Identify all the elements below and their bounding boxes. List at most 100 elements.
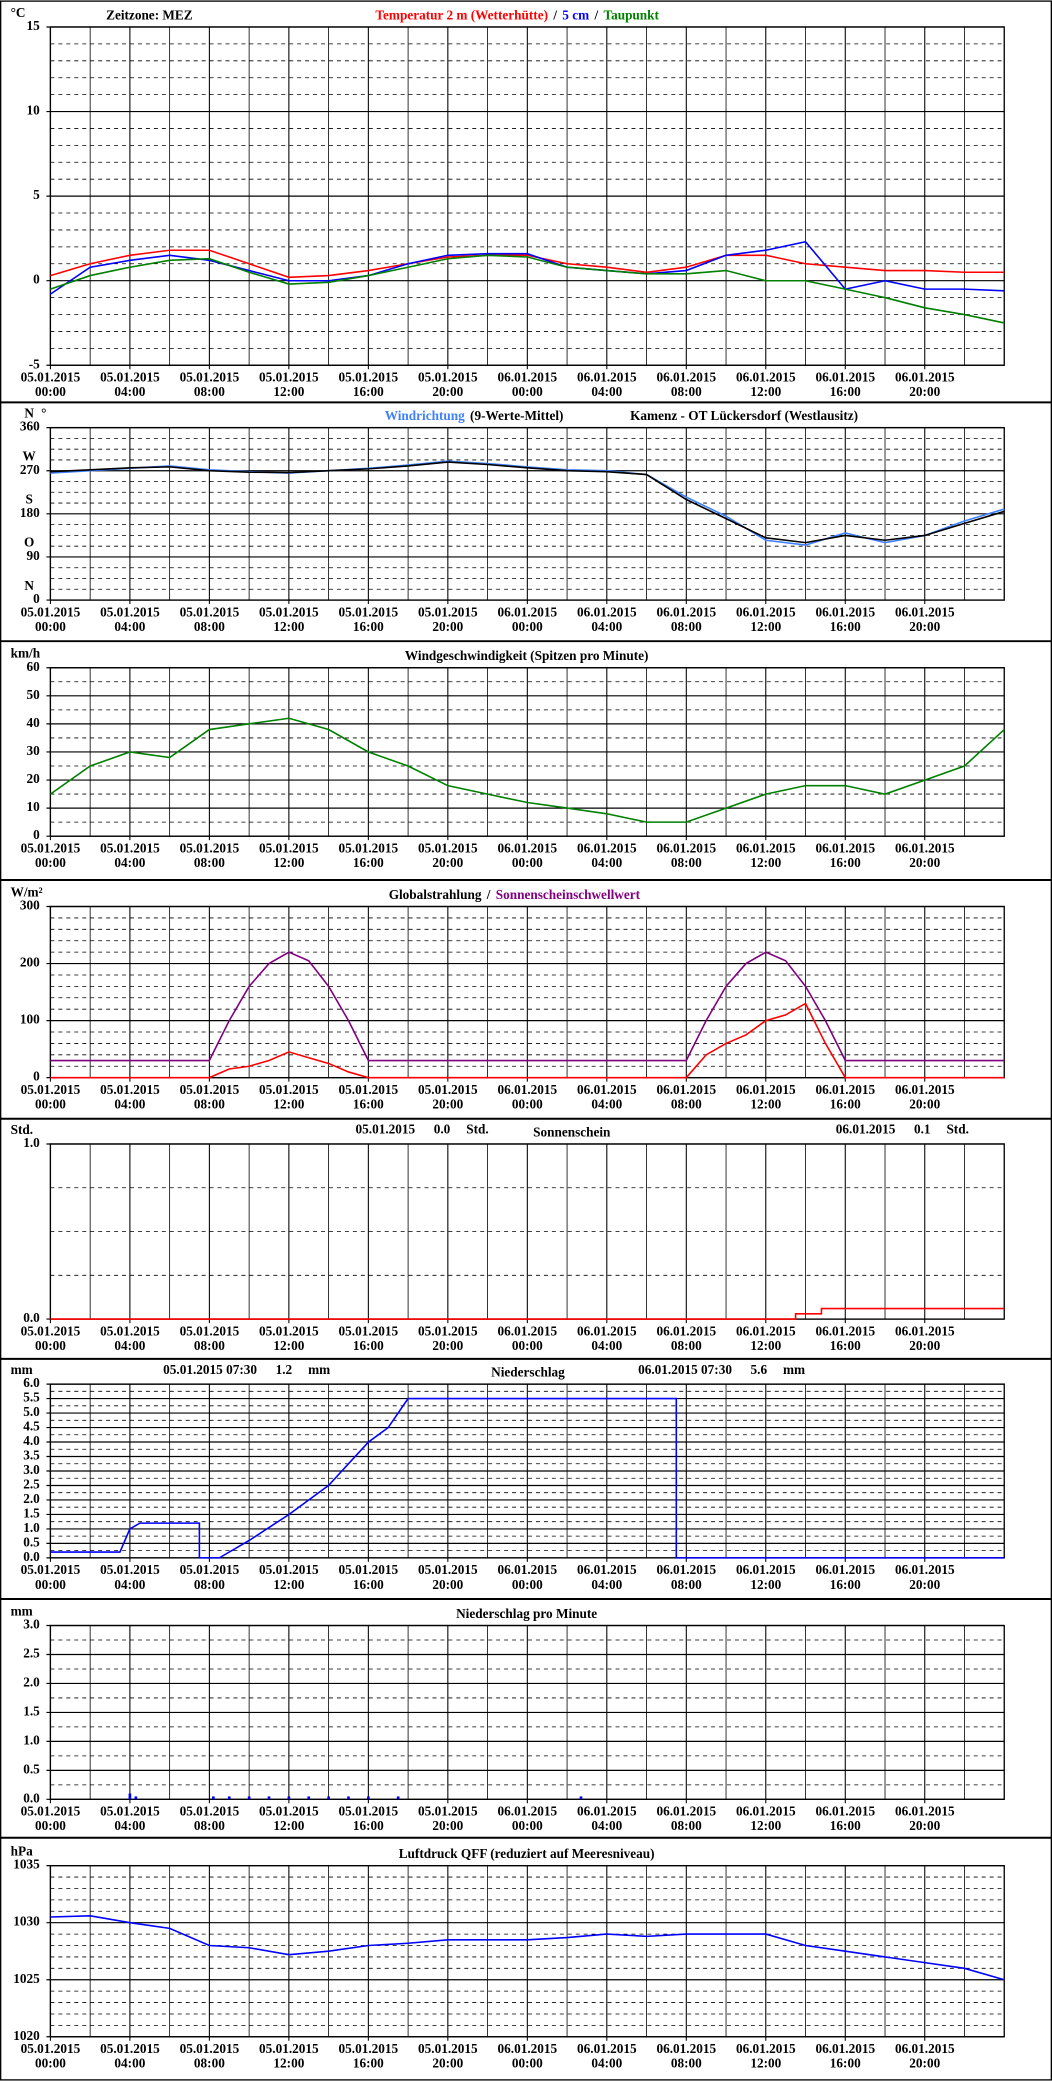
x-tick-date: 06.01.2015 [815,604,875,619]
x-tick-date: 06.01.2015 [498,1804,558,1819]
annotation: Kamenz - OT Lückersdorf (Westlausitz) [630,408,858,423]
x-tick-date: 06.01.2015 [736,2041,796,2056]
x-tick-date: 06.01.2015 [736,370,796,385]
y-tick-label: 60 [27,659,41,674]
x-tick-date: 05.01.2015 [180,1323,240,1338]
x-tick-date: 06.01.2015 [895,370,955,385]
x-tick-time: 08:00 [671,1818,702,1833]
x-tick-time: 12:00 [750,1818,781,1833]
series-line [50,254,1005,324]
x-tick-date: 06.01.2015 [577,604,637,619]
x-tick-date: 05.01.2015 [21,1323,81,1338]
x-tick-date: 06.01.2015 [656,2041,716,2056]
y-tick-label: 6.0 [23,1375,40,1390]
legend-entry: Temperatur 2 m (Wetterhütte) [375,7,548,22]
compass-label: O [24,535,34,550]
x-tick-time: 20:00 [432,619,463,634]
x-tick-date: 05.01.2015 [259,604,319,619]
y-tick-label: 2.5 [23,1477,40,1492]
compass-label: N [24,578,34,593]
x-tick-date: 05.01.2015 [21,1804,81,1819]
x-tick-time: 00:00 [512,384,543,399]
y-tick-label: 3.0 [23,1617,40,1632]
x-tick-time: 16:00 [830,1818,861,1833]
x-tick-time: 00:00 [35,1097,66,1112]
series-line [49,717,1005,823]
x-tick-time: 00:00 [35,384,66,399]
x-tick-time: 16:00 [353,2056,384,2071]
x-tick-date: 06.01.2015 [498,841,558,856]
x-tick-time: 12:00 [273,1338,304,1353]
x-tick-date: 06.01.2015 [656,1082,716,1097]
x-tick-date: 05.01.2015 [418,1562,478,1577]
legend-entry: Windrichtung [385,408,465,423]
x-tick-date: 06.01.2015 [895,1323,955,1338]
x-tick-date: 05.01.2015 [339,1082,399,1097]
x-tick-date: 06.01.2015 [656,370,716,385]
panel-title: Windgeschwindigkeit (Spitzen pro Minute) [405,648,649,663]
x-tick-date: 06.01.2015 [895,1562,955,1577]
y-tick-label: 50 [27,687,41,702]
x-tick-date: 05.01.2015 [180,1562,240,1577]
x-tick-time: 20:00 [909,1338,940,1353]
y-tick-label: 1030 [13,1914,40,1929]
x-tick-time: 20:00 [432,2056,463,2071]
unit-label: hPa [11,1843,33,1858]
x-tick-date: 06.01.2015 [498,1082,558,1097]
total-value: 5.6 [751,1362,768,1377]
y-tick-label: 1035 [13,1857,40,1872]
total-value: 0.1 [914,1122,931,1137]
x-tick-time: 08:00 [194,384,225,399]
x-tick-time: 00:00 [512,1577,543,1592]
unit-label: mm [11,1603,33,1618]
x-tick-time: 12:00 [750,1577,781,1592]
x-tick-time: 08:00 [194,855,225,870]
total-unit: mm [783,1362,805,1377]
y-tick-label: 2.5 [23,1646,40,1661]
x-tick-time: 20:00 [432,1818,463,1833]
y-tick-label: 20 [27,771,41,786]
x-tick-time: 00:00 [35,619,66,634]
legend-separator: / [593,7,598,22]
stem-bar [396,1796,400,1800]
compass-label: W [23,449,37,464]
total: 06.01.2015 07:30 5.6 mm [638,1362,805,1377]
x-tick-date: 05.01.2015 [180,1804,240,1819]
x-tick-time: 16:00 [830,1338,861,1353]
x-tick-time: 08:00 [194,1577,225,1592]
x-tick-time: 08:00 [671,1577,702,1592]
x-tick-time: 04:00 [114,1818,145,1833]
x-tick-date: 05.01.2015 [259,841,319,856]
y-tick-label: 2.0 [23,1675,40,1690]
x-tick-date: 06.01.2015 [736,1804,796,1819]
x-tick-date: 05.01.2015 [418,1082,478,1097]
x-tick-time: 00:00 [512,2056,543,2071]
x-tick-date: 05.01.2015 [100,2041,160,2056]
y-tick-label: 100 [20,1012,40,1027]
x-tick-time: 16:00 [353,1818,384,1833]
x-tick-time: 20:00 [909,2056,940,2071]
y-tick-label: 200 [20,955,40,970]
x-tick-date: 05.01.2015 [21,370,81,385]
y-tick-label: 30 [27,743,41,758]
x-tick-date: 05.01.2015 [418,370,478,385]
series-line [50,951,1005,1062]
x-tick-date: 05.01.2015 [100,841,160,856]
x-tick-time: 20:00 [909,384,940,399]
series-line [50,461,1005,544]
x-tick-time: 20:00 [432,1338,463,1353]
y-tick-label: 1.5 [23,1703,40,1718]
y-tick-label: 5.0 [23,1404,40,1419]
x-tick-time: 08:00 [671,855,702,870]
total-value: 1.2 [276,1362,293,1377]
legend-entry: Taupunkt [603,7,659,22]
x-tick-date: 06.01.2015 [895,2041,955,2056]
y-tick-label: 0.5 [23,1534,40,1549]
series-line [50,1002,1005,1079]
y-tick-label: 0.0 [23,1549,40,1564]
x-tick-time: 04:00 [591,855,622,870]
x-tick-date: 05.01.2015 [339,2041,399,2056]
legend: Temperatur 2 m (Wetterhütte) / 5 cm / Taupun… [375,7,659,22]
x-tick-date: 05.01.2015 [100,1082,160,1097]
x-tick-date: 06.01.2015 [577,370,637,385]
